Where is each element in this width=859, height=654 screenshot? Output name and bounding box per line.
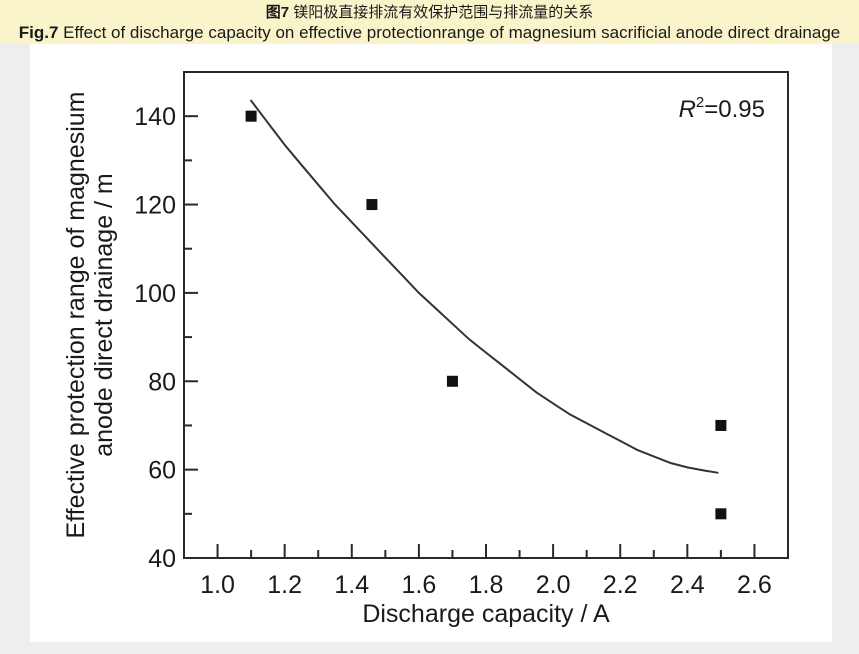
x-tick-label: 2.6 bbox=[737, 571, 772, 599]
x-tick-label: 1.0 bbox=[200, 571, 235, 599]
caption-english: Fig.7 Effect of discharge capacity on ef… bbox=[0, 23, 859, 43]
x-tick-label: 2.4 bbox=[670, 571, 705, 599]
x-tick-label: 1.4 bbox=[334, 571, 369, 599]
caption-chinese-text: 镁阳极直接排流有效保护范围与排流量的关系 bbox=[289, 4, 594, 21]
y-tick-label: 100 bbox=[134, 280, 176, 308]
y-tick-label: 140 bbox=[134, 103, 176, 131]
plot-frame bbox=[183, 71, 789, 559]
y-axis-title-line2: anode direct drainage / m bbox=[90, 173, 118, 457]
caption-chinese-label: 图7 bbox=[265, 4, 290, 21]
x-tick-label: 2.0 bbox=[536, 571, 571, 599]
data-point-marker bbox=[715, 508, 727, 520]
r-squared-value: =0.95 bbox=[704, 96, 765, 123]
fit-curve bbox=[250, 99, 719, 474]
y-tick-label: 40 bbox=[148, 545, 176, 573]
data-point-marker bbox=[715, 419, 727, 431]
y-tick-label: 120 bbox=[134, 192, 176, 220]
data-point-marker bbox=[446, 375, 458, 387]
r-squared-annotation: R2=0.95 bbox=[679, 94, 765, 123]
caption-chinese: 图7 镁阳极直接排流有效保护范围与排流量的关系 bbox=[0, 3, 859, 23]
x-tick-label: 1.8 bbox=[469, 571, 504, 599]
r-symbol: R bbox=[679, 96, 696, 123]
r-exponent: 2 bbox=[696, 94, 704, 111]
y-tick-label: 60 bbox=[148, 457, 176, 485]
y-axis-title-line1: Effective protection range of magnesium bbox=[62, 91, 90, 538]
x-tick-label: 1.6 bbox=[402, 571, 437, 599]
data-point-marker bbox=[366, 199, 378, 211]
data-point-marker bbox=[245, 110, 257, 122]
x-tick-label: 1.2 bbox=[267, 571, 302, 599]
figure-caption: 图7 镁阳极直接排流有效保护范围与排流量的关系 Fig.7 Effect of … bbox=[0, 0, 859, 44]
y-tick-label: 80 bbox=[148, 368, 176, 396]
caption-english-text: Effect of discharge capacity on effectiv… bbox=[58, 23, 841, 42]
figure-panel bbox=[30, 44, 832, 642]
caption-english-label: Fig.7 bbox=[18, 23, 59, 42]
x-tick-label: 2.2 bbox=[603, 571, 638, 599]
x-axis-title: Discharge capacity / A bbox=[362, 600, 610, 628]
